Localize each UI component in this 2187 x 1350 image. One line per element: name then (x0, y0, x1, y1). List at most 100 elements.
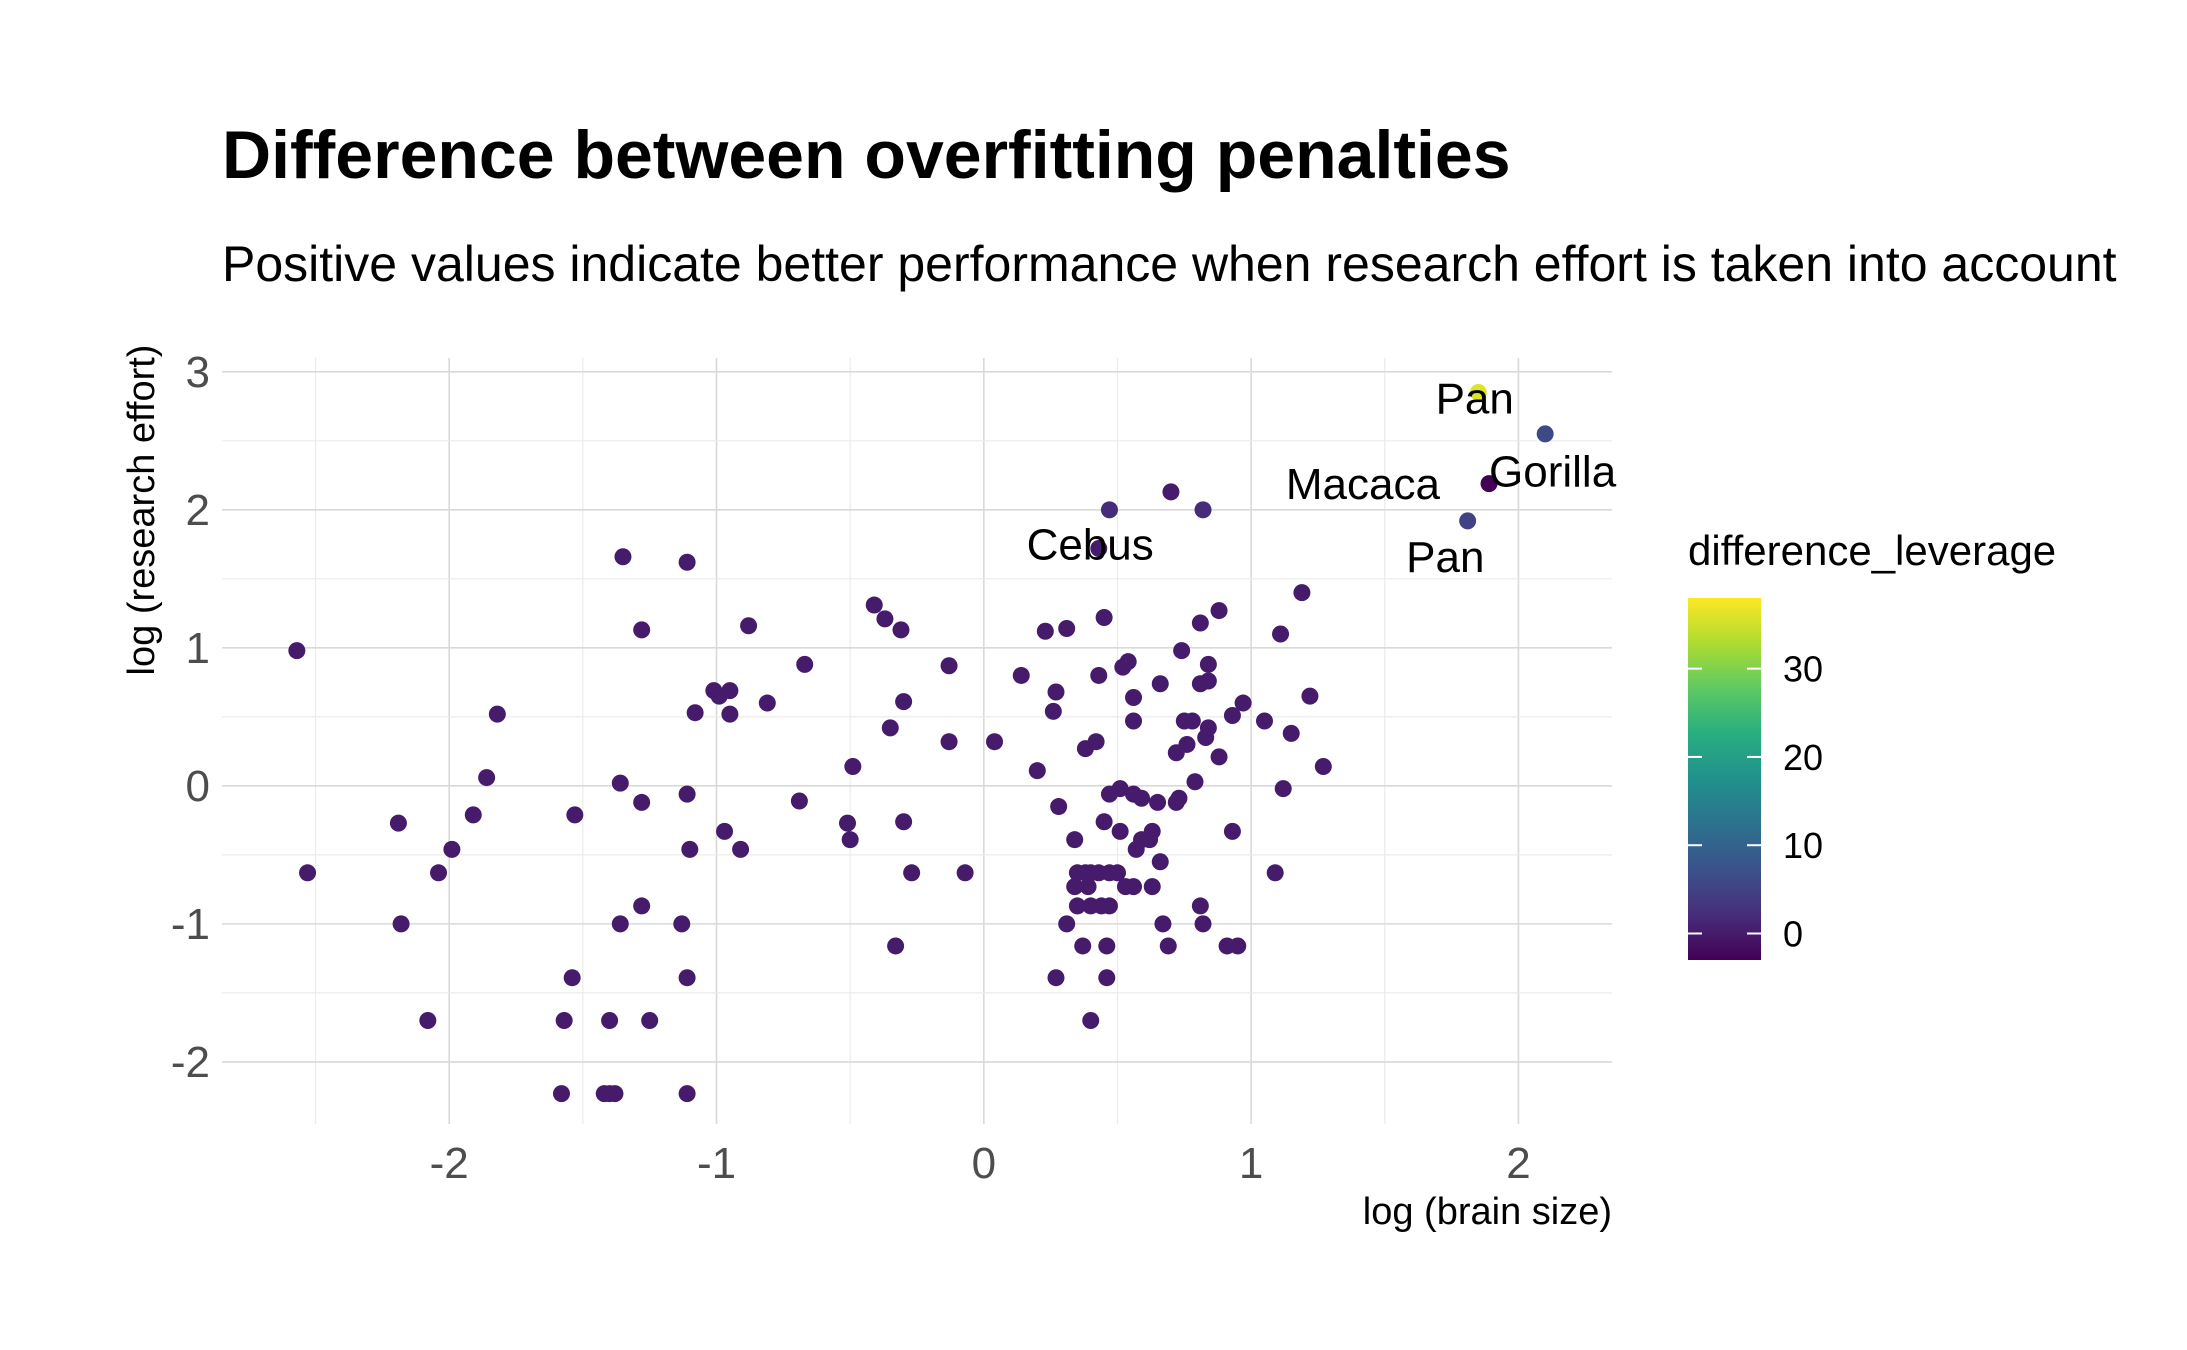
data-point (1191, 614, 1209, 632)
data-point (1125, 712, 1143, 730)
data-point (1173, 642, 1191, 660)
data-point (721, 682, 739, 700)
data-point (1119, 653, 1137, 671)
data-point (1459, 512, 1477, 530)
data-point (1066, 831, 1084, 849)
data-point (1143, 822, 1161, 840)
legend-tick-label: 0 (1783, 914, 1803, 955)
data-point (1098, 969, 1116, 987)
data-point (1066, 878, 1084, 896)
data-point (601, 1011, 619, 1029)
data-point (288, 642, 306, 660)
data-point (678, 1085, 696, 1103)
data-point (1012, 666, 1030, 684)
data-point (892, 621, 910, 639)
data-point (839, 814, 856, 832)
data-point (986, 733, 1004, 751)
x-tick-label: -1 (697, 1139, 736, 1188)
data-point (611, 774, 629, 792)
data-point (895, 813, 913, 831)
data-point (430, 864, 448, 882)
legend-tick-label: 30 (1783, 649, 1823, 690)
data-point (1199, 655, 1217, 673)
data-point (903, 864, 921, 882)
data-point (1100, 897, 1118, 915)
data-point (1050, 798, 1068, 816)
data-point (1100, 501, 1118, 519)
data-point (1314, 758, 1332, 776)
data-point (940, 733, 958, 751)
x-tick-label: -2 (430, 1139, 469, 1188)
data-point (1036, 622, 1054, 640)
data-point (895, 693, 913, 711)
data-point (641, 1011, 659, 1029)
data-point (1223, 706, 1241, 724)
data-point (614, 548, 632, 566)
data-point (1178, 735, 1196, 753)
data-point (1044, 702, 1062, 720)
data-point (1058, 620, 1076, 638)
legend-ticks: 0 10 20 30 (1688, 649, 1823, 955)
data-point (478, 769, 496, 787)
data-point (678, 553, 696, 571)
data-point (1151, 853, 1169, 871)
data-point (464, 806, 482, 824)
data-point (844, 758, 862, 776)
data-point (1194, 915, 1212, 933)
data-point (1154, 915, 1172, 933)
axis-ticks: -2 -1 0 1 2 -2 -1 0 1 2 3 (171, 348, 1531, 1188)
data-point (758, 694, 776, 712)
data-point (392, 915, 410, 933)
data-point (678, 969, 696, 987)
data-point (555, 1011, 573, 1029)
data-point (1282, 724, 1300, 742)
data-point (1191, 897, 1209, 915)
data-point (1125, 878, 1143, 896)
data-point (1469, 384, 1487, 402)
data-point (1229, 937, 1247, 955)
data-point (633, 621, 651, 639)
data-point (678, 785, 696, 803)
data-point (1223, 822, 1241, 840)
color-legend: difference_leverage 0 10 20 30 (1688, 527, 2056, 960)
point-label: Gorilla (1489, 448, 1617, 497)
data-point (563, 969, 581, 987)
data-point (1090, 539, 1108, 557)
data-point (1183, 712, 1201, 730)
chart-title: Difference between overfitting penalties (222, 117, 1511, 193)
y-tick-label: -2 (171, 1038, 210, 1087)
data-point (876, 610, 894, 628)
data-point (1068, 897, 1086, 915)
data-point (1079, 878, 1097, 896)
point-label: Cebus (1027, 521, 1154, 570)
data-point (633, 897, 651, 915)
data-point (488, 705, 506, 723)
data-point (1082, 1011, 1100, 1029)
data-point (1480, 475, 1498, 493)
data-point (1095, 813, 1113, 831)
legend-tick-label: 20 (1783, 737, 1823, 778)
data-point (790, 792, 808, 810)
x-tick-label: 2 (1506, 1139, 1530, 1188)
data-point (1108, 864, 1126, 882)
legend-colorbar (1688, 598, 1761, 960)
data-point (686, 704, 704, 722)
data-point (740, 617, 758, 635)
data-point (1090, 666, 1108, 684)
data-point (1199, 672, 1217, 690)
y-tick-label: 2 (186, 486, 210, 535)
data-point (1074, 937, 1092, 955)
data-point (1256, 712, 1273, 730)
data-points (288, 384, 1554, 1103)
data-point (1087, 733, 1105, 751)
data-point (1274, 780, 1292, 798)
chart-subtitle: Positive values indicate better performa… (222, 236, 2117, 292)
data-point (1098, 937, 1116, 955)
y-axis-title: log (research effort) (121, 345, 163, 676)
data-point (389, 814, 407, 832)
point-label: Pan (1406, 533, 1484, 582)
data-point (443, 840, 461, 858)
data-point (1143, 878, 1161, 896)
data-point (1125, 689, 1143, 707)
